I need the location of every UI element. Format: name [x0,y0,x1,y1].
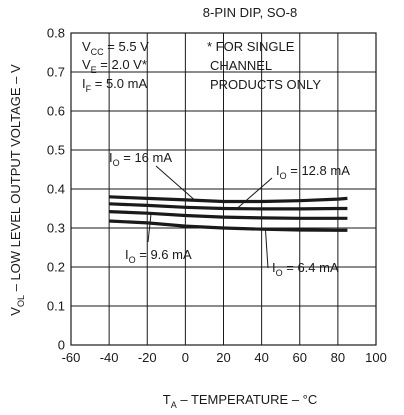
x-axis-label: TA – TEMPERATURE – °C [163,392,318,410]
y-tick-label: 0.8 [47,26,65,41]
condition-if: IF = 5.0 mA [82,76,147,94]
x-tick-label: 40 [254,350,268,365]
x-tick-label: 100 [365,350,387,365]
footnote-line-1: * FOR SINGLE [207,39,295,54]
series-label-9-6ma: IO = 9.6 mA [125,213,192,265]
x-tick-label: 0 [182,350,189,365]
condition-ve: VE = 2.0 V* [82,57,147,75]
series-label-16ma: IO = 16 mA [109,150,196,201]
y-tick-label: 0.1 [47,299,65,314]
series-label-12-8ma: IO = 12.8 mA [236,163,350,210]
condition-vcc: VCC = 5.5 V [82,39,149,57]
grid [71,33,376,345]
footnote-line-3: PRODUCTS ONLY [210,77,321,92]
y-tick-label: 0.6 [47,104,65,119]
svg-text:IO = 12.8 mA: IO = 12.8 mA [276,163,350,181]
svg-text:IO = 9.6 mA: IO = 9.6 mA [125,247,192,265]
y-tick-label: 0.2 [47,260,65,275]
x-tick-label: -40 [100,350,119,365]
series-lines [109,195,348,232]
x-tick-label: 60 [293,350,307,365]
x-tick-label: 20 [216,350,230,365]
x-tick-label: -20 [138,350,157,365]
series-line-1 [109,202,348,211]
plot-frame [70,32,377,346]
chart-title: 8-PIN DIP, SO-8 [203,5,297,20]
y-axis-label: VOL – LOW LEVEL OUTPUT VOLTAGE – V [8,64,26,316]
y-tick-label: 0.3 [47,221,65,236]
x-tick-label: -60 [62,350,81,365]
y-tick-label: 0 [58,338,65,353]
x-tick-label: 80 [331,350,345,365]
tick-labels: -60 -40 -20 0 20 40 60 80 100 0 0.1 0.2 0.3 0.4 0.5 0.6… [47,26,387,366]
series-line-2 [109,210,348,220]
y-tick-label: 0.5 [47,143,65,158]
series-label-6-4ma: IO = 6.4 mA [264,229,339,278]
y-tick-label: 0.7 [47,65,65,80]
svg-text:IO = 6.4 mA: IO = 6.4 mA [272,260,339,278]
footnote-line-2: CHANNEL [210,58,272,73]
y-tick-label: 0.4 [47,182,65,197]
series-line-0 [109,195,348,204]
svg-text:IO = 16 mA: IO = 16 mA [109,150,172,168]
series-line-3 [109,219,348,232]
